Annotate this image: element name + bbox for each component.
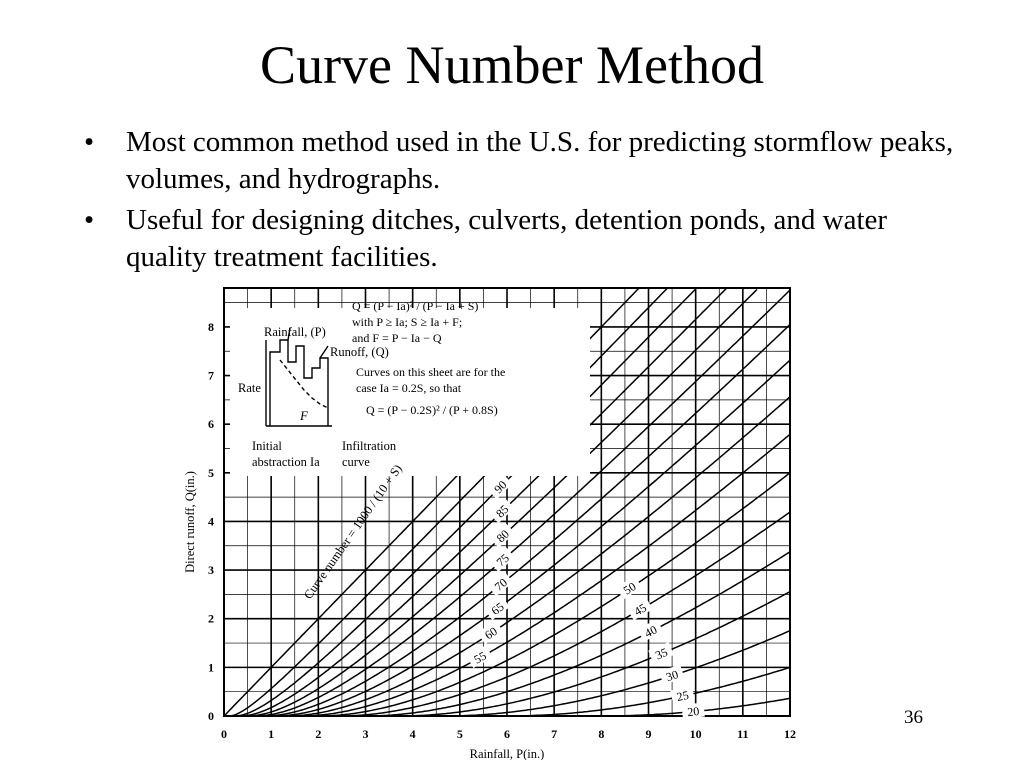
x-tick-label: 2: [315, 727, 321, 741]
slide-title: Curve Number Method: [260, 35, 764, 95]
note-line-3: Q = (P − 0.2S)² / (P + 0.8S): [366, 403, 498, 417]
inset-f-label: F: [299, 408, 309, 423]
curve-label-background: [466, 645, 493, 669]
curve-number-label: 30: [664, 667, 680, 684]
curve-cn-55: [224, 433, 791, 717]
inset-rainfall-label: Rainfall, (P): [264, 325, 326, 339]
hydrograph-sketch: [265, 327, 332, 427]
note-line-2: case Ia = 0.2S, so that: [356, 381, 462, 395]
y-axis-label: Direct runoff, Q(in.): [183, 471, 197, 573]
curve-number-label: 40: [642, 622, 659, 640]
curve-label-background: [637, 619, 664, 642]
curve-number-label: 20: [687, 704, 700, 719]
inset-curve-label: curve: [342, 455, 370, 469]
y-tick-label: 4: [208, 514, 214, 528]
inset-infiltration-label: Infiltration: [342, 439, 397, 453]
note-text: Curves on this sheet are for the case Ia…: [356, 365, 508, 417]
page-number: 36: [904, 707, 923, 728]
curve-number-label: 35: [653, 645, 670, 663]
y-tick-label: 0: [208, 709, 214, 723]
inset-runoff-label: Runoff, (Q): [330, 345, 389, 359]
x-tick-label: 12: [784, 727, 796, 741]
curve-label-background: [626, 597, 653, 621]
x-tick-label: 6: [504, 727, 510, 741]
curve-label-background: [670, 685, 695, 705]
x-tick-label: 5: [457, 727, 463, 741]
equation-line-1: Q = (P − Ia)² / (P − Ia + S): [352, 299, 478, 313]
x-tick-label: 7: [551, 727, 557, 741]
curve-label-background: [648, 642, 674, 664]
note-line-1: Curves on this sheet are for the: [356, 365, 505, 379]
y-tick-label: 6: [208, 417, 214, 431]
bullet-dot-icon: •: [84, 126, 95, 158]
curve-label-background: [486, 473, 513, 499]
equation-line-2: with P ≥ Ia; S ≥ Ia + F;: [352, 315, 462, 329]
curve-label-background: [488, 497, 515, 524]
y-tick-label: 2: [208, 612, 214, 626]
x-tick-label: 4: [410, 727, 416, 741]
y-tick-label: 3: [208, 563, 214, 577]
curve-label-background: [487, 571, 514, 597]
curve-label-background: [489, 546, 515, 572]
bullet-list: • Most common method used in the U.S. fo…: [84, 124, 964, 280]
curve-number-label: 25: [675, 688, 690, 704]
curve-label-background: [616, 575, 643, 600]
x-tick-label: 1: [268, 727, 274, 741]
curve-cn-95: [224, 287, 668, 717]
y-tick-label: 7: [208, 369, 214, 383]
curve-label-background: [681, 702, 705, 719]
curve-number-label: 55: [471, 649, 488, 667]
equation-line-3: and F = P − Ia − Q: [352, 331, 442, 345]
y-tick-label: 1: [208, 660, 214, 674]
y-tick-label: 8: [208, 320, 214, 334]
curve-cn-80: [224, 288, 758, 717]
x-tick-label: 11: [737, 727, 748, 741]
bullet-item: • Most common method used in the U.S. fo…: [84, 124, 964, 198]
x-tick-label: 8: [598, 727, 604, 741]
curve-cn-65: [224, 359, 791, 717]
bullet-text: Most common method used in the U.S. for …: [126, 126, 954, 195]
curve-label-background: [477, 620, 504, 645]
curve-label-background: [659, 664, 685, 685]
inset-abstraction-label: abstraction Ia: [252, 455, 320, 469]
x-axis-label: Rainfall, P(in.): [470, 747, 545, 760]
x-tick-label: 10: [690, 727, 702, 741]
x-tick-label: 9: [646, 727, 652, 741]
curve-cn-85: [224, 287, 727, 717]
x-tick-label: 0: [221, 727, 227, 741]
equation-block: Q = (P − Ia)² / (P − Ia + S) with P ≥ Ia…: [352, 299, 508, 417]
inset-initial-label: Initial: [252, 439, 282, 453]
curve-cn-90: [224, 288, 697, 717]
curve-label-background: [483, 595, 510, 621]
y-tick-label: 5: [208, 466, 214, 480]
bullet-text: Useful for designing ditches, culverts, …: [126, 204, 888, 273]
bullet-dot-icon: •: [84, 204, 95, 236]
curve-label-background: [489, 522, 515, 548]
equation-text: Q = (P − Ia)² / (P − Ia + S) with P ≥ Ia…: [352, 299, 481, 345]
bullet-item: • Useful for designing ditches, culverts…: [84, 202, 964, 276]
curve-cn-60: [224, 396, 791, 717]
inset-rate-label: Rate: [238, 381, 261, 395]
inset-box: [230, 308, 590, 476]
x-tick-label: 3: [363, 727, 369, 741]
